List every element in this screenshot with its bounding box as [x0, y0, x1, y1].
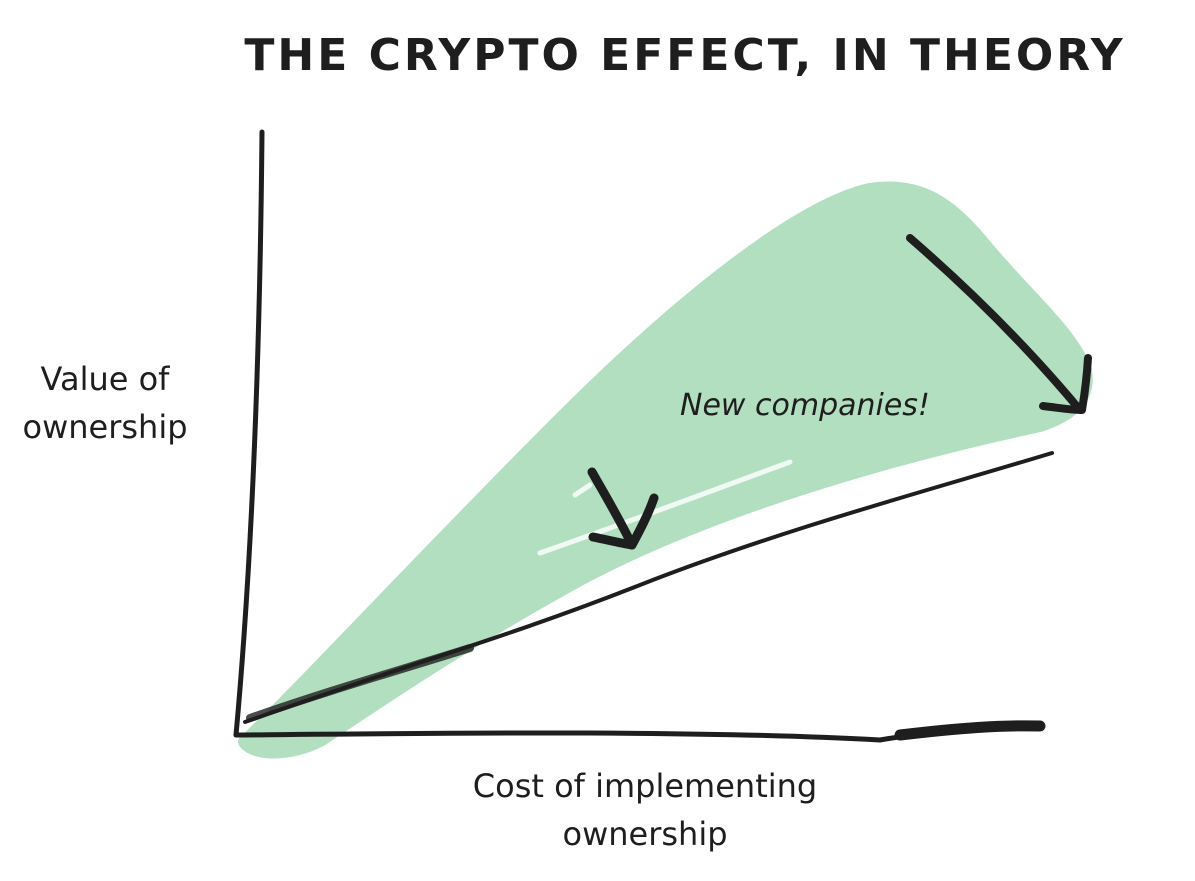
x-axis-label-line: ownership — [562, 815, 727, 853]
highlight-streak — [537, 459, 793, 556]
y-axis-label-line: ownership — [22, 408, 187, 446]
cost-line-thick — [246, 644, 474, 722]
arrow-large — [906, 234, 1092, 414]
y-axis — [233, 129, 265, 738]
highlight-streak — [572, 482, 593, 498]
y-axis-label-line: Value of — [41, 360, 171, 398]
arrow-small — [587, 467, 659, 550]
opportunity-region — [238, 181, 1093, 759]
annotation: New companies! — [680, 388, 930, 423]
title: THE CRYPTO EFFECT, IN THEORY — [244, 30, 1125, 81]
x-axis-end — [894, 720, 1046, 741]
x-axis-label-line: Cost of implementing — [473, 767, 817, 805]
